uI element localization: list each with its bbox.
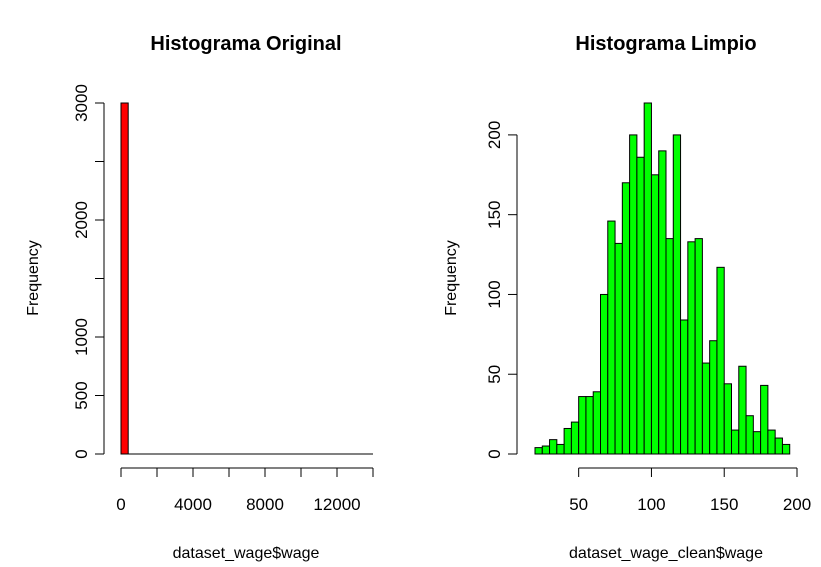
x-tick-label: 8000	[246, 495, 284, 514]
histogram-bar	[636, 156, 645, 455]
histogram-bar	[658, 150, 667, 455]
histogram-bar	[738, 365, 747, 455]
y-tick-label: 0	[485, 449, 504, 458]
histogram-bar	[629, 134, 638, 455]
y-axis-label: Frequency	[443, 240, 460, 316]
bars-group	[534, 102, 791, 455]
y-tick-label: 150	[485, 200, 504, 228]
histogram-bar	[723, 383, 733, 455]
histogram-bar	[556, 443, 565, 455]
histogram-bar	[600, 293, 609, 455]
histogram-original-panel: Histograma Original dataset_wage$wage Fr…	[25, 33, 374, 562]
x-tick-label: 12000	[313, 495, 360, 514]
y-tick-label: 500	[72, 381, 91, 409]
histogram-bar	[614, 242, 623, 455]
histogram-bar	[760, 384, 769, 455]
y-tick-label: 200	[485, 121, 504, 149]
y-tick-label: 3000	[72, 84, 91, 122]
y-tick-label: 100	[485, 280, 504, 308]
x-tick-label: 150	[710, 495, 738, 514]
x-axis-label: dataset_wage_clean$wage	[569, 545, 763, 562]
histogram-bar	[585, 396, 594, 455]
y-axis: 0 500 1000 2000 3000	[72, 84, 105, 459]
x-tick-label: 0	[116, 495, 125, 514]
y-tick-label: 1000	[72, 318, 91, 356]
y-axis-label: Frequency	[25, 240, 42, 316]
histogram-bar	[650, 174, 660, 455]
histogram-bar	[643, 102, 652, 455]
histogram-bar	[781, 443, 791, 455]
histogram-bar	[541, 445, 551, 455]
histogram-bar	[549, 439, 558, 455]
chart-title: Histograma Limpio	[575, 33, 756, 55]
histogram-bar	[709, 340, 718, 455]
histogram-bar	[774, 437, 783, 455]
histogram-bar	[120, 102, 129, 455]
y-tick-label: 0	[72, 449, 91, 458]
chart-title: Histograma Original	[150, 33, 341, 55]
histogram-bar	[731, 429, 740, 455]
histogram-bar	[687, 241, 696, 455]
histogram-bar	[563, 427, 572, 455]
x-tick-label: 100	[637, 495, 665, 514]
histogram-bar	[680, 319, 689, 455]
x-tick-label: 50	[569, 495, 588, 514]
histogram-bar	[621, 182, 631, 455]
histogram-bar	[534, 447, 543, 455]
histogram-bar	[578, 396, 587, 455]
histogram-bar	[665, 238, 674, 455]
x-axis: 50 100 150 200	[569, 467, 811, 514]
x-tick-label: 4000	[174, 495, 212, 514]
x-axis: 0 4000 8000 12000	[116, 467, 374, 514]
histogram-bar	[745, 415, 754, 455]
histogram-bar	[694, 238, 703, 455]
histogram-bar	[607, 220, 616, 455]
x-axis-label: dataset_wage$wage	[173, 545, 320, 562]
bars-group	[120, 102, 373, 455]
y-tick-label: 2000	[72, 201, 91, 239]
histogram-bar	[570, 421, 580, 455]
histogram-bar	[767, 429, 776, 455]
histogram-bar	[701, 362, 711, 455]
histogram-bar	[592, 391, 602, 455]
y-tick-label: 50	[485, 365, 504, 384]
x-tick-label: 200	[783, 495, 811, 514]
histogram-clean-panel: Histograma Limpio dataset_wage_clean$wag…	[443, 33, 811, 562]
y-axis: 0 50 100 150 200	[485, 121, 518, 459]
histogram-bar	[716, 266, 725, 455]
histogram-bar	[752, 431, 762, 455]
histogram-bar	[672, 134, 682, 455]
